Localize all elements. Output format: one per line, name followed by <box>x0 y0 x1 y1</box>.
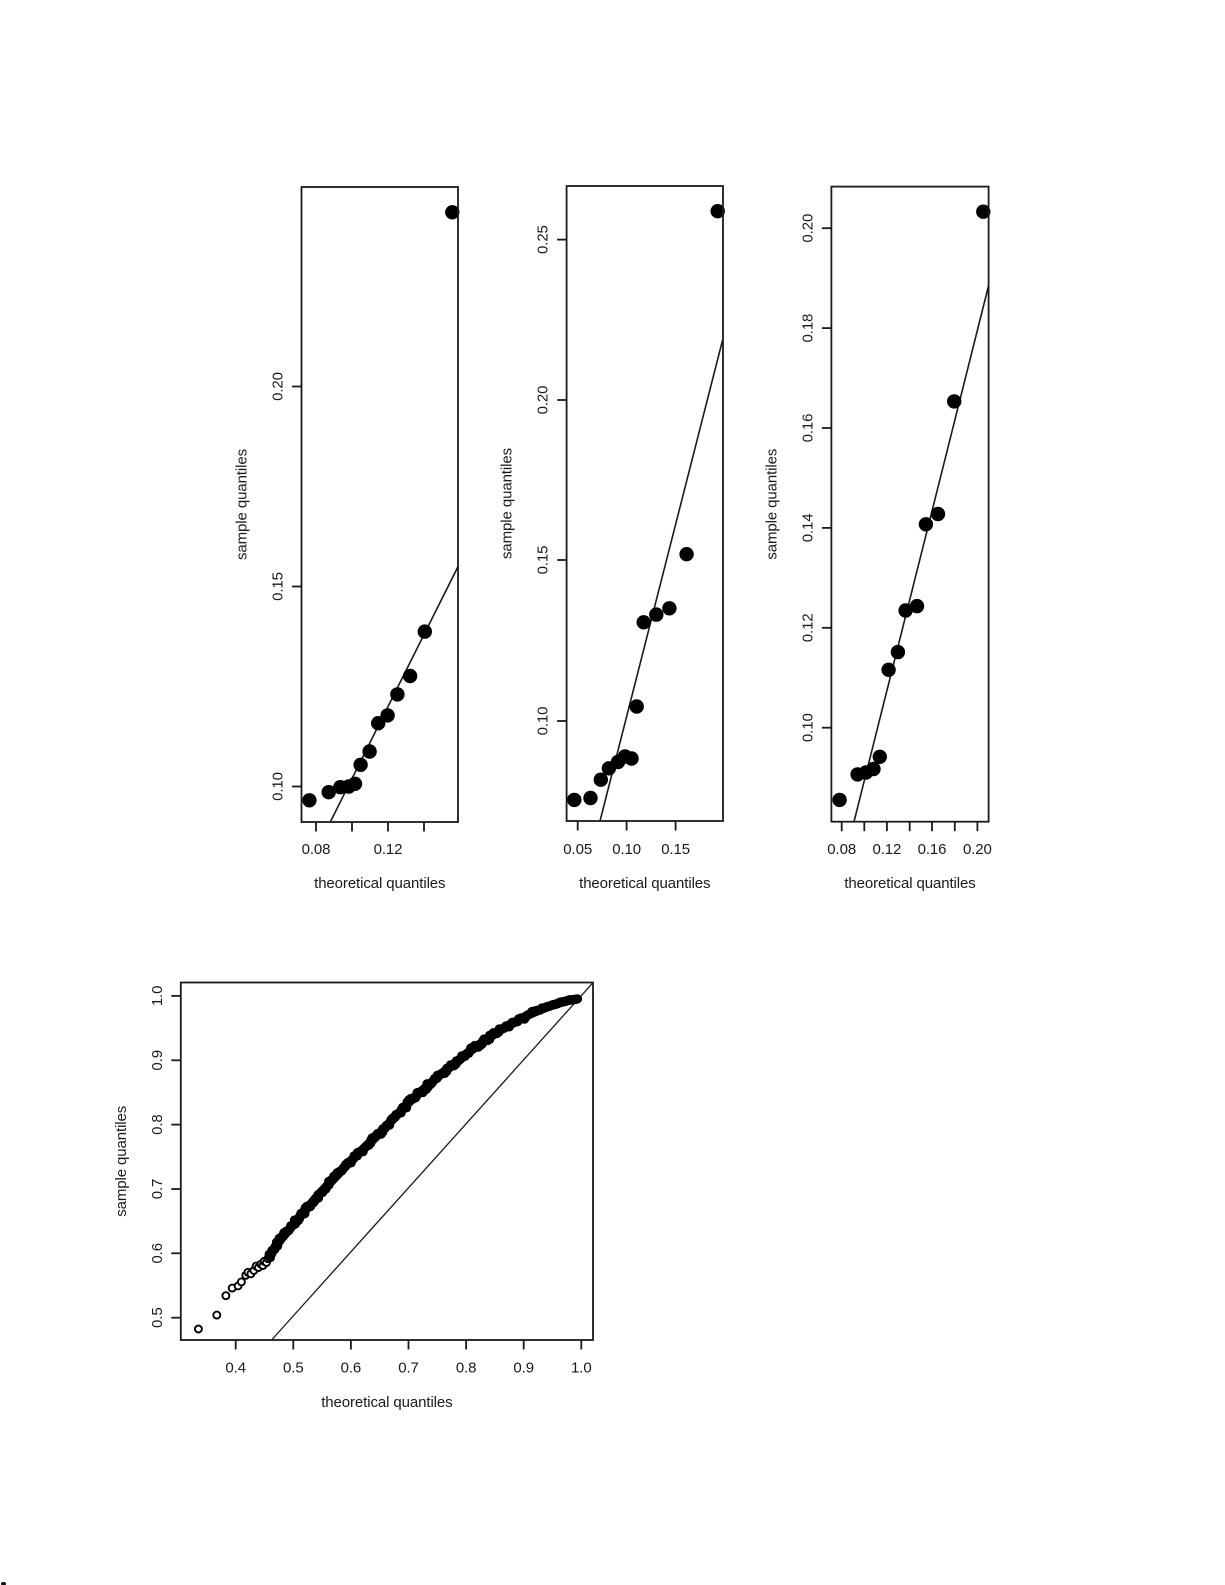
svg-text:0.15: 0.15 <box>535 546 552 575</box>
svg-text:0.20: 0.20 <box>535 386 552 415</box>
svg-text:sample quantiles: sample quantiles <box>499 448 516 559</box>
svg-text:0.12: 0.12 <box>873 841 902 858</box>
svg-text:1.0: 1.0 <box>571 1360 592 1377</box>
svg-text:sample quantiles: sample quantiles <box>763 449 780 560</box>
svg-text:0.16: 0.16 <box>799 414 816 443</box>
svg-text:0.10: 0.10 <box>535 707 552 736</box>
svg-text:0.08: 0.08 <box>302 841 331 858</box>
svg-text:0.5: 0.5 <box>149 1307 166 1328</box>
svg-text:0.8: 0.8 <box>149 1114 166 1135</box>
svg-text:0.20: 0.20 <box>799 214 816 243</box>
svg-text:0.5: 0.5 <box>283 1360 304 1377</box>
svg-text:0.12: 0.12 <box>799 613 816 642</box>
svg-text:0.16: 0.16 <box>918 841 947 858</box>
svg-text:0.05: 0.05 <box>563 841 592 858</box>
svg-text:theoretical quantiles: theoretical quantiles <box>844 875 975 892</box>
svg-text:sample quantiles: sample quantiles <box>113 1106 130 1217</box>
svg-text:0.14: 0.14 <box>799 514 816 543</box>
svg-text:theoretical quantiles: theoretical quantiles <box>321 1394 452 1411</box>
svg-text:0.6: 0.6 <box>149 1243 166 1264</box>
svg-text:theoretical quantiles: theoretical quantiles <box>314 875 445 892</box>
svg-text:0.4: 0.4 <box>225 1360 246 1377</box>
svg-text:0.12: 0.12 <box>374 841 403 858</box>
svg-text:0.25: 0.25 <box>535 225 552 254</box>
svg-text:0.6: 0.6 <box>341 1360 362 1377</box>
svg-text:theoretical quantiles: theoretical quantiles <box>579 875 710 892</box>
svg-text:0.10: 0.10 <box>799 713 816 742</box>
svg-text:0.20: 0.20 <box>270 372 287 401</box>
svg-text:0.18: 0.18 <box>799 314 816 343</box>
svg-text:0.10: 0.10 <box>270 772 287 801</box>
svg-text:0.10: 0.10 <box>612 841 641 858</box>
svg-text:0.9: 0.9 <box>513 1360 534 1377</box>
svg-text:0.8: 0.8 <box>456 1360 477 1377</box>
svg-text:0.7: 0.7 <box>398 1360 419 1377</box>
svg-text:0.08: 0.08 <box>827 841 856 858</box>
svg-text:0.15: 0.15 <box>661 841 690 858</box>
svg-text:0.7: 0.7 <box>149 1179 166 1200</box>
svg-text:sample quantiles: sample quantiles <box>234 449 251 560</box>
svg-text:0.9: 0.9 <box>149 1050 166 1071</box>
svg-text:0.20: 0.20 <box>963 841 992 858</box>
svg-text:0.15: 0.15 <box>270 572 287 601</box>
svg-text:1.0: 1.0 <box>149 986 166 1007</box>
